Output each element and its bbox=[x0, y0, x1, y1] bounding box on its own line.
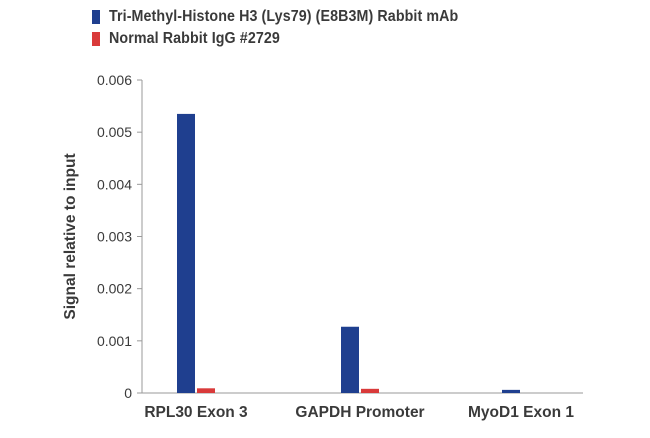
y-tick-label: 0.005 bbox=[97, 124, 132, 140]
legend-item-series-2: Normal Rabbit IgG #2729 bbox=[92, 28, 489, 50]
y-tick-label: 0.004 bbox=[97, 176, 132, 192]
legend-label-series-2: Normal Rabbit IgG #2729 bbox=[109, 30, 280, 47]
legend-label-series-1: Tri-Methyl-Histone H3 (Lys79) (E8B3M) Ra… bbox=[109, 8, 459, 25]
y-tick-label: 0.002 bbox=[97, 281, 132, 297]
bar-igg-0 bbox=[197, 388, 215, 393]
y-tick-label: 0.006 bbox=[97, 72, 132, 88]
y-tick-label: 0.001 bbox=[97, 333, 132, 349]
bar-tri-methyl-1 bbox=[341, 326, 359, 393]
y-axis-title: Signal relative to input bbox=[62, 153, 79, 319]
bar-tri-methyl-2 bbox=[502, 389, 520, 393]
legend-swatch-series-1 bbox=[92, 10, 100, 24]
x-tick-label: GAPDH Promoter bbox=[295, 404, 424, 421]
legend-swatch-series-2 bbox=[92, 32, 100, 46]
bar-igg-1 bbox=[361, 388, 379, 393]
x-tick-label: MyoD1 Exon 1 bbox=[468, 404, 574, 421]
legend-item-series-1: Tri-Methyl-Histone H3 (Lys79) (E8B3M) Ra… bbox=[92, 6, 489, 28]
legend: Tri-Methyl-Histone H3 (Lys79) (E8B3M) Ra… bbox=[92, 6, 489, 50]
y-tick-label: 0 bbox=[124, 385, 132, 401]
x-tick-label: RPL30 Exon 3 bbox=[144, 404, 248, 421]
y-tick-label: 0.003 bbox=[97, 229, 132, 245]
bar-tri-methyl-0 bbox=[177, 113, 195, 394]
